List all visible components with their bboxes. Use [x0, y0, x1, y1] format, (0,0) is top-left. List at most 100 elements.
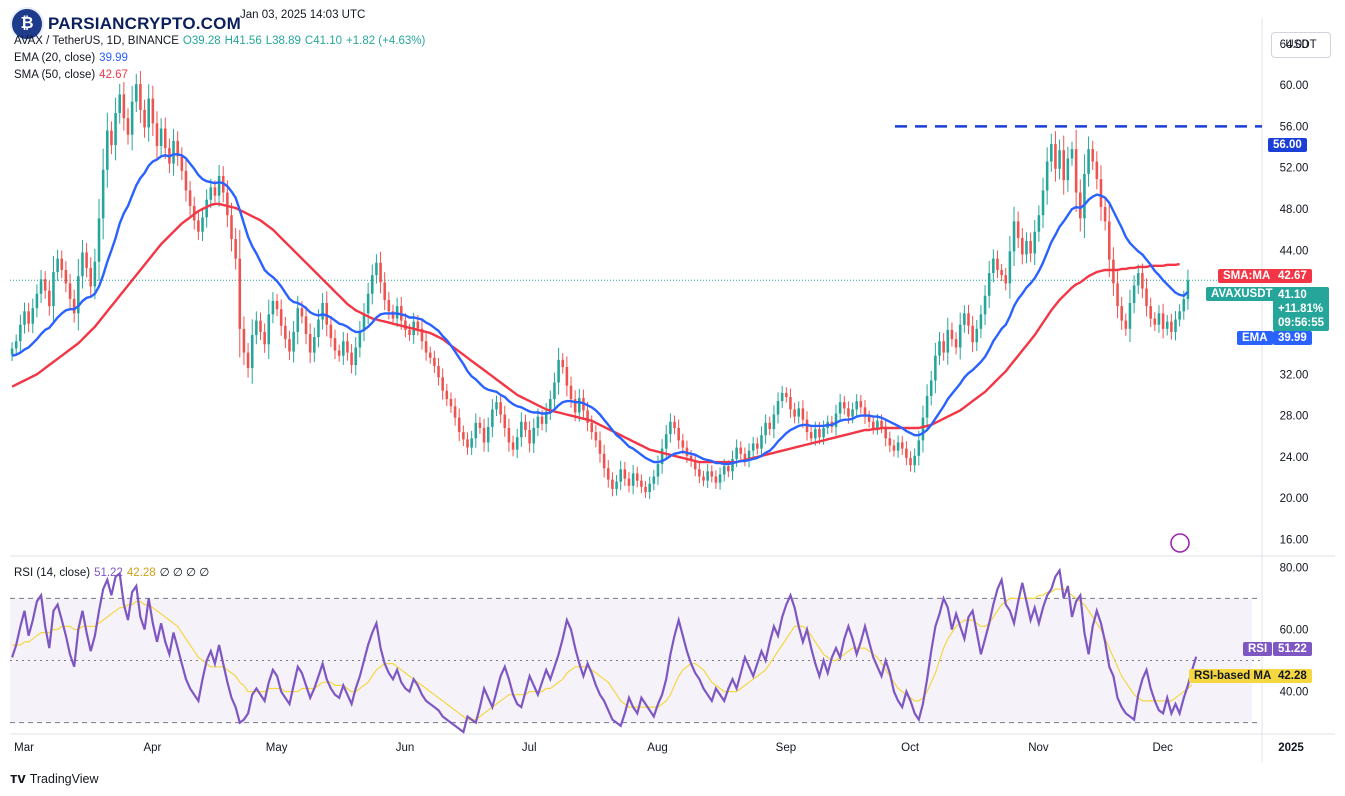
ema-legend-label: EMA (20, close): [14, 52, 96, 64]
candle-body: [1186, 280, 1190, 300]
candle-body: [1054, 143, 1057, 169]
candle-body: [942, 341, 945, 353]
ohlc-change: +1.82 (+4.63%): [346, 35, 426, 47]
candle-body: [1062, 150, 1066, 181]
candle-body: [457, 417, 461, 433]
candle-body: [884, 426, 887, 439]
candle-body: [118, 94, 122, 114]
candle-body: [1120, 306, 1123, 321]
candle-body: [594, 432, 598, 441]
candle-body: [818, 429, 821, 438]
price-tick-label: 16.00: [1280, 535, 1309, 547]
tradingview-logo-icon: ᴛᴠ: [10, 770, 26, 787]
candle-body: [275, 300, 279, 310]
time-tick-label: Jul: [522, 742, 537, 754]
candle-body: [677, 427, 680, 441]
candle-body: [155, 123, 159, 147]
candle-body: [130, 101, 134, 135]
candle-body: [126, 118, 130, 135]
rsi-legend-label: RSI (14, close): [14, 567, 91, 579]
rsi-value-tag: 51.22: [1273, 642, 1312, 656]
candle-body: [491, 409, 494, 427]
candle-body: [1145, 288, 1148, 307]
candle-body: [606, 468, 610, 480]
candle-body: [797, 408, 801, 417]
ema-legend[interactable]: EMA (20, close) 39.99: [14, 52, 132, 64]
candle-body: [81, 252, 84, 277]
candle-body: [913, 455, 916, 466]
candle-body: [1153, 318, 1157, 325]
candle-body: [271, 300, 275, 315]
candle-body: [354, 347, 358, 365]
candle-body: [234, 238, 237, 259]
candle-body: [495, 402, 498, 410]
candle-body: [77, 276, 80, 314]
candle-body: [532, 427, 536, 444]
candle-body: [954, 339, 958, 348]
currency-button[interactable]: USDT: [1271, 32, 1331, 58]
candle-body: [143, 109, 146, 128]
candle-body: [114, 113, 117, 146]
candle-body: [184, 170, 188, 191]
candle-body: [627, 478, 631, 486]
candle-body: [106, 130, 109, 170]
candle-body: [1033, 231, 1037, 254]
candle-body: [925, 395, 929, 418]
candle-body: [1132, 285, 1136, 304]
candle-body: [507, 427, 511, 443]
price-change-pct: +11.81%: [1278, 303, 1324, 315]
watermark-logo: ₿ PARSIANCRYPTO.COM: [10, 6, 247, 42]
candle-body: [1041, 190, 1045, 216]
candle-body: [735, 447, 738, 459]
candle-body: [1107, 221, 1111, 260]
candle-body: [859, 401, 863, 408]
candle-body: [809, 432, 813, 439]
candle-body: [10, 348, 14, 355]
candle-body: [565, 367, 569, 386]
sma-legend[interactable]: SMA (50, close) 42.67: [14, 69, 132, 81]
candle-body: [1087, 149, 1090, 174]
candle-body: [934, 355, 937, 381]
candle-body: [27, 311, 30, 324]
price-tick-label: 56.00: [1280, 121, 1309, 133]
candle-body: [1050, 143, 1053, 162]
candle-body: [68, 283, 72, 299]
candle-body: [656, 464, 660, 477]
candle-body: [946, 329, 950, 353]
candle-body: [623, 469, 627, 479]
candle-body: [544, 411, 548, 424]
candle-body: [1095, 161, 1099, 180]
candle-body: [416, 321, 420, 329]
tradingview-footer[interactable]: ᴛᴠ TradingView: [10, 770, 99, 787]
candle-body: [561, 359, 565, 368]
candle-body: [420, 328, 424, 342]
candle-body: [1021, 237, 1024, 255]
candle-body: [640, 480, 643, 487]
candle-body: [333, 338, 337, 351]
candle-body: [346, 341, 349, 353]
price-last: 41.10: [1278, 289, 1307, 301]
candle-body: [366, 293, 370, 314]
candle-body: [1157, 313, 1161, 325]
time-tick-label: Oct: [901, 742, 920, 754]
time-tick-label: Nov: [1028, 742, 1049, 754]
candle-body: [437, 366, 440, 378]
candle-body: [1124, 320, 1128, 329]
candle-body: [578, 398, 581, 413]
rsi-legend[interactable]: RSI (14, close) 51.22 42.28 ∅ ∅ ∅ ∅: [14, 565, 213, 579]
candle-body: [350, 352, 353, 365]
candle-body: [847, 408, 850, 417]
candle-body: [1074, 149, 1078, 193]
candle-body: [188, 190, 192, 206]
candle-body: [635, 473, 639, 481]
price-tick-label: 24.00: [1280, 452, 1309, 464]
time-tick-label: Apr: [143, 742, 161, 754]
sma-legend-value: 42.67: [99, 69, 128, 81]
candle-body: [586, 410, 589, 423]
rsi-ma-name-tag: RSI-based MA: [1189, 669, 1277, 683]
ema-legend-value: 39.99: [99, 52, 128, 64]
rsi-ma-line: [12, 588, 1193, 721]
candle-body: [263, 331, 266, 345]
chart-date: Jan 03, 2025 14:03 UTC: [240, 9, 366, 21]
symbol-legend[interactable]: AVAX / TetherUS, 1D, BINANCE O39.28 H41.56…: [14, 35, 429, 47]
